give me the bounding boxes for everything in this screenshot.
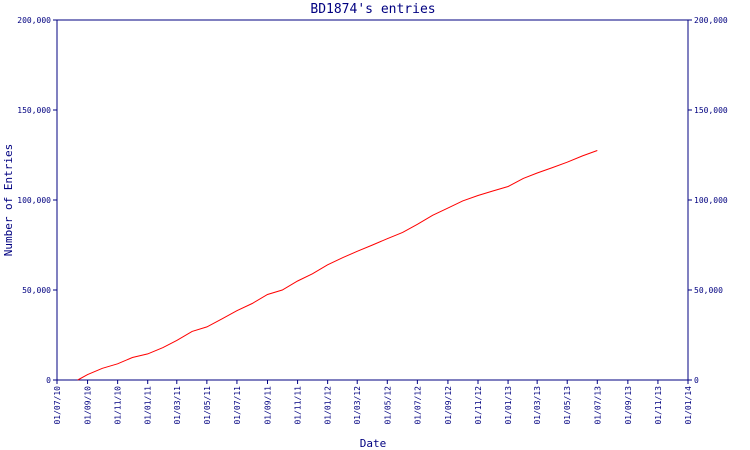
x-tick-label: 01/09/10 — [84, 386, 93, 425]
x-tick-label: 01/03/11 — [173, 386, 182, 425]
plot-frame — [56, 19, 689, 381]
x-tick-label: 01/11/13 — [654, 386, 663, 425]
y-tick-label-left: 0 — [46, 376, 51, 385]
x-tick-label: 01/01/13 — [504, 386, 513, 425]
x-axis-title: Date — [360, 437, 387, 450]
x-tick-label: 01/11/12 — [474, 386, 483, 425]
x-tick-label: 01/01/11 — [144, 386, 153, 425]
x-tick-label: 01/11/11 — [294, 386, 303, 425]
x-tick-label: 01/09/12 — [444, 386, 453, 425]
chart-title: BD1874's entries — [310, 2, 435, 17]
y-tick-label-right: 100,000 — [694, 196, 728, 205]
x-tick-label: 01/09/11 — [263, 386, 272, 425]
x-tick-label: 01/09/13 — [624, 386, 633, 425]
x-tick-label: 01/07/11 — [233, 386, 242, 425]
x-tick-label: 01/01/14 — [684, 386, 693, 425]
x-tick-label: 01/11/10 — [114, 386, 123, 425]
x-tick-label: 01/05/12 — [383, 386, 392, 425]
x-tick-label: 01/05/11 — [203, 386, 212, 425]
y-tick-label-right: 0 — [694, 376, 699, 385]
y-tick-label-left: 50,000 — [22, 286, 51, 295]
y-tick-label-left: 150,000 — [17, 106, 51, 115]
y-axis-left: 0 50,000 100,000 150,000 200,000 — [17, 16, 57, 385]
x-tick-label: 01/07/13 — [593, 386, 602, 425]
x-tick-label: 01/03/12 — [353, 386, 362, 425]
y-tick-label-left: 200,000 — [17, 16, 51, 25]
y-tick-label-right: 200,000 — [694, 16, 728, 25]
y-tick-label-right: 50,000 — [694, 286, 723, 295]
y-tick-label-left: 100,000 — [17, 196, 51, 205]
x-tick-label: 01/03/13 — [533, 386, 542, 425]
x-tick-label: 01/07/10 — [53, 386, 62, 425]
x-tick-label: 01/05/13 — [563, 386, 572, 425]
series-line — [77, 150, 598, 381]
x-tick-label: 01/07/12 — [413, 386, 422, 425]
y-axis-right: 0 50,000 100,000 150,000 200,000 — [688, 16, 728, 385]
y-tick-label-right: 150,000 — [694, 106, 728, 115]
y-axis-title: Number of Entries — [2, 144, 15, 257]
x-tick-label: 01/01/12 — [324, 386, 333, 425]
x-axis: 01/07/10 01/09/10 01/11/10 01/01/11 01/03/11… — [53, 380, 693, 425]
